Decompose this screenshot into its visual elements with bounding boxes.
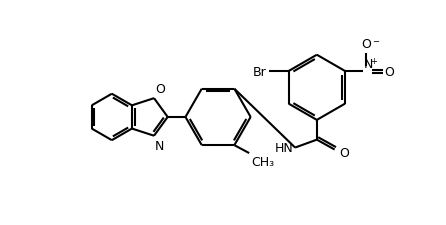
Text: O: O (384, 65, 394, 78)
Text: Br: Br (253, 65, 267, 78)
Text: CH₃: CH₃ (251, 155, 274, 168)
Text: O: O (339, 146, 349, 159)
Text: N: N (364, 58, 373, 71)
Text: O: O (361, 38, 371, 51)
Text: HN: HN (274, 142, 293, 154)
Text: −: − (372, 37, 379, 46)
Text: O: O (155, 83, 165, 96)
Text: N: N (155, 139, 165, 152)
Text: +: + (370, 57, 376, 66)
